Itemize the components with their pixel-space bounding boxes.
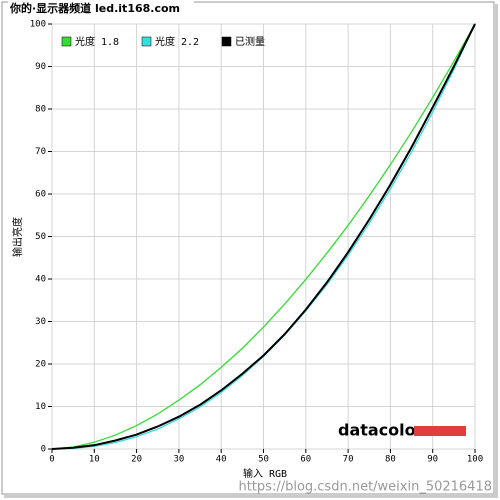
x-tick-label: 90 bbox=[427, 455, 438, 465]
y-tick-label: 20 bbox=[35, 360, 46, 370]
x-tick-label: 60 bbox=[300, 455, 311, 465]
legend-swatch bbox=[61, 36, 72, 47]
x-tick-label: 10 bbox=[89, 455, 100, 465]
x-tick-label: 100 bbox=[467, 455, 483, 465]
x-tick-label: 40 bbox=[216, 455, 227, 465]
frame-shadow bbox=[494, 4, 498, 498]
legend-swatch bbox=[141, 36, 152, 47]
series-line bbox=[51, 23, 476, 450]
watermark-bg bbox=[8, 0, 194, 16]
y-tick-label: 70 bbox=[35, 147, 46, 157]
y-axis-label: 输出亮度 bbox=[11, 217, 24, 257]
y-tick-label: 10 bbox=[35, 402, 46, 412]
y-tick-label: 30 bbox=[35, 317, 46, 327]
legend-label: 光度 2.2 bbox=[155, 35, 199, 48]
watermark: 你的·显示器频道 led.it168.com bbox=[9, 1, 180, 15]
series-line bbox=[51, 23, 476, 450]
y-tick-label: 60 bbox=[35, 190, 46, 200]
x-tick-label: 80 bbox=[385, 455, 396, 465]
y-tick-label: 0 bbox=[41, 445, 46, 455]
x-tick-label: 30 bbox=[173, 455, 184, 465]
legend-label: 光度 1.8 bbox=[75, 35, 119, 48]
legend-swatch bbox=[221, 36, 232, 47]
frame-shadow bbox=[4, 494, 496, 498]
watermark: https://blog.csdn.net/weixin_50216418 bbox=[238, 480, 492, 495]
y-tick-label: 100 bbox=[30, 20, 46, 30]
y-tick-label: 90 bbox=[35, 62, 46, 72]
x-tick-label: 20 bbox=[131, 455, 142, 465]
x-tick-label: 70 bbox=[343, 455, 354, 465]
logo: datacolor bbox=[338, 421, 424, 440]
logo-bar bbox=[414, 426, 466, 436]
legend-label: 已测量 bbox=[235, 35, 265, 48]
x-axis-label: 输入 RGB bbox=[243, 467, 287, 480]
x-tick-label: 0 bbox=[49, 455, 54, 465]
y-tick-label: 50 bbox=[35, 232, 46, 242]
y-tick-label: 40 bbox=[35, 275, 46, 285]
y-tick-label: 80 bbox=[35, 105, 46, 115]
x-tick-label: 50 bbox=[258, 455, 269, 465]
